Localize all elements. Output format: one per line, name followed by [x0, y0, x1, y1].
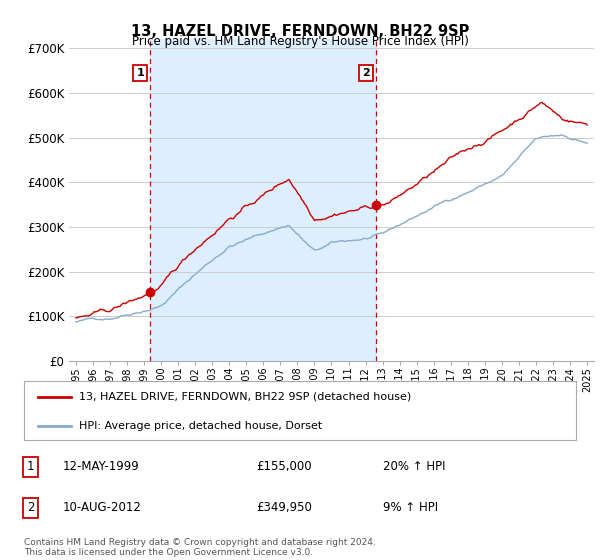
Text: 9% ↑ HPI: 9% ↑ HPI: [383, 501, 438, 515]
Text: £155,000: £155,000: [256, 460, 311, 473]
Text: 20% ↑ HPI: 20% ↑ HPI: [383, 460, 445, 473]
Text: Contains HM Land Registry data © Crown copyright and database right 2024.
This d: Contains HM Land Registry data © Crown c…: [24, 538, 376, 557]
Text: 10-AUG-2012: 10-AUG-2012: [62, 501, 142, 515]
Text: 1: 1: [27, 460, 34, 473]
Text: HPI: Average price, detached house, Dorset: HPI: Average price, detached house, Dors…: [79, 421, 322, 431]
Text: 2: 2: [27, 501, 34, 515]
Text: £349,950: £349,950: [256, 501, 312, 515]
Text: 1: 1: [136, 68, 144, 78]
Bar: [151, 39, 376, 361]
Text: 2: 2: [362, 68, 370, 78]
Text: 12-MAY-1999: 12-MAY-1999: [62, 460, 139, 473]
Text: 13, HAZEL DRIVE, FERNDOWN, BH22 9SP: 13, HAZEL DRIVE, FERNDOWN, BH22 9SP: [131, 24, 469, 39]
Text: 13, HAZEL DRIVE, FERNDOWN, BH22 9SP (detached house): 13, HAZEL DRIVE, FERNDOWN, BH22 9SP (det…: [79, 391, 412, 402]
Text: Price paid vs. HM Land Registry's House Price Index (HPI): Price paid vs. HM Land Registry's House …: [131, 35, 469, 48]
